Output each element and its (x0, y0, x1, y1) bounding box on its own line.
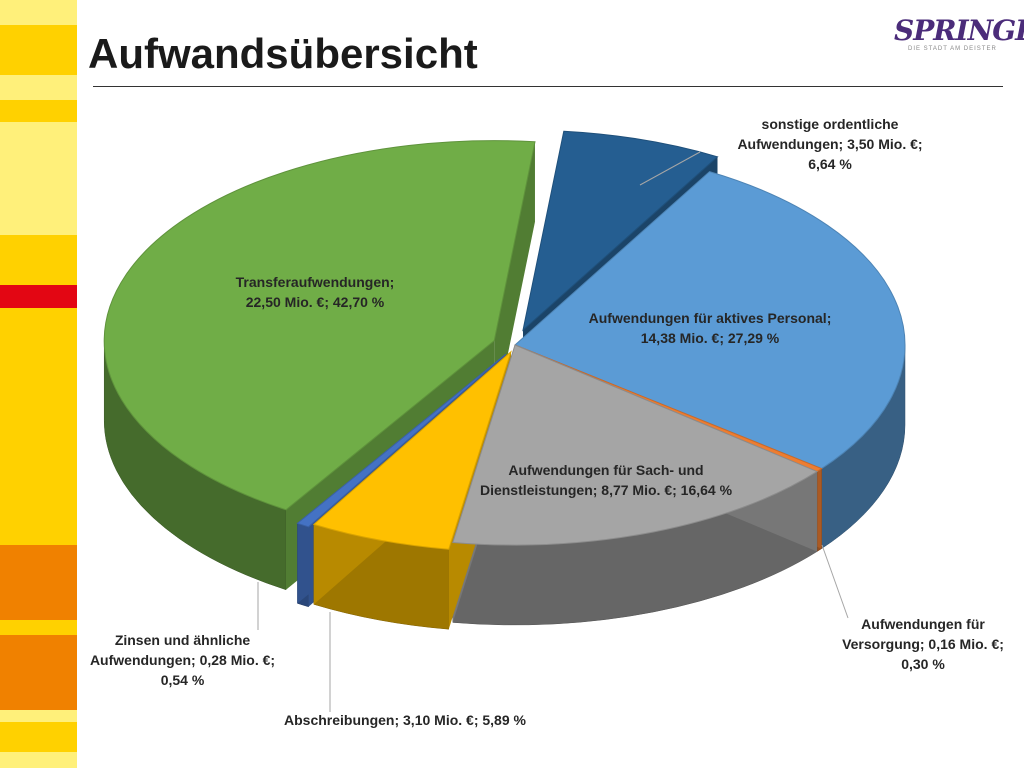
label-transfer: Transferaufwendungen; 22,50 Mio. €; 42,7… (235, 274, 395, 310)
stripe-band (0, 710, 77, 722)
label-leader-line (639, 151, 701, 186)
label-sach-dienstleistungen: Aufwendungen für Sach- und Dienstleistun… (479, 462, 733, 498)
stripe-band (0, 722, 77, 752)
stripe-band (0, 620, 77, 635)
stripe-band (0, 75, 77, 100)
label-personal: Aufwendungen für aktives Personal; 14,38… (588, 310, 832, 346)
label-zinsen: Zinsen und ähnliche Aufwendungen; 0,28 M… (89, 632, 276, 688)
stripe-band (0, 635, 77, 710)
side-stripe-decoration (0, 0, 77, 768)
stripe-band (0, 545, 77, 620)
stripe-band (0, 752, 77, 768)
slide-title: Aufwandsübersicht (88, 30, 478, 77)
stripe-band (0, 25, 77, 75)
pie-slice-cut-face (494, 141, 535, 421)
stripe-band (0, 0, 77, 25)
pie-slice (103, 140, 536, 511)
title-underline (93, 86, 1003, 87)
pie-slice (452, 344, 819, 546)
stripe-band (0, 100, 77, 122)
pie-slice (522, 130, 719, 332)
label-sonstige: sonstige ordentliche Aufwendungen; 3,50 … (737, 116, 923, 172)
pie-slice (514, 171, 906, 470)
label-versorgung: Aufwendungen für Versorgung; 0,16 Mio. €… (842, 616, 1004, 672)
label-abschreibungen: Abschreibungen; 3,10 Mio. €; 5,89 % (284, 712, 526, 728)
logo-wordmark: SPRINGE. (894, 14, 1024, 47)
logo-tagline: DIE STADT AM DEISTER (908, 46, 997, 52)
pie-slice (296, 353, 506, 528)
stripe-band (0, 308, 77, 545)
stripe-band (0, 235, 77, 285)
label-leader-line (821, 544, 849, 619)
pie-slice (312, 350, 512, 550)
stripe-band (0, 122, 77, 235)
springe-logo: SPRINGE. DIE STADT AM DEISTER (894, 14, 1024, 58)
pie-tops (103, 130, 906, 550)
stripe-band (0, 285, 77, 308)
